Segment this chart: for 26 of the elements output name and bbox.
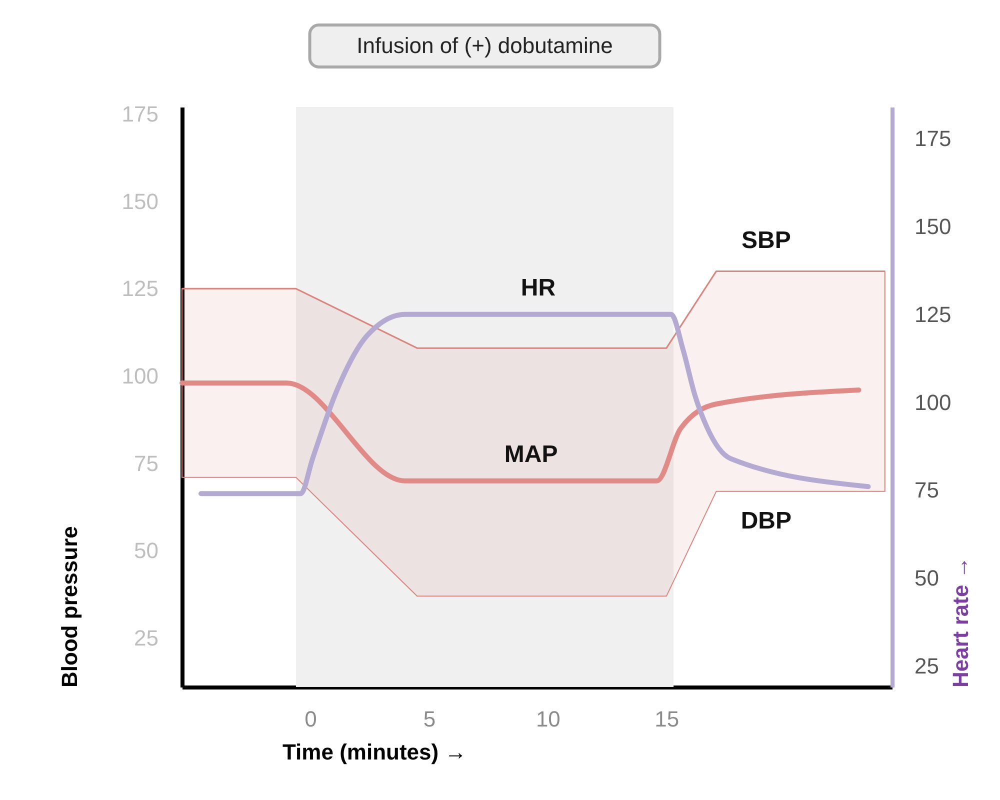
y-tick-label: 50 bbox=[134, 538, 158, 564]
series-label: MAP bbox=[504, 440, 558, 468]
x-tick-label: 5 bbox=[423, 706, 436, 732]
x-tick-label: 0 bbox=[304, 706, 317, 732]
y-tick-label: 100 bbox=[122, 364, 158, 389]
series-label: HR bbox=[520, 274, 556, 302]
y2-tick-label: 125 bbox=[914, 302, 952, 327]
y2-axis-title: Heart rate → bbox=[948, 556, 974, 688]
y-tick-label: 175 bbox=[122, 101, 158, 126]
x-tick-label: 15 bbox=[654, 706, 680, 732]
y-tick-label: 25 bbox=[134, 626, 158, 651]
y2-tick-label: 25 bbox=[914, 653, 939, 678]
band-label: Infusion of (+) dobutamine bbox=[356, 33, 613, 58]
annotation: SBP bbox=[741, 227, 791, 254]
y2-tick-label: 100 bbox=[914, 390, 952, 415]
y-axis-title: Blood pressure bbox=[56, 526, 82, 688]
y-tick-label: 150 bbox=[122, 188, 158, 214]
y2-tick-label: 50 bbox=[914, 566, 939, 591]
y2-tick-label: 150 bbox=[914, 214, 952, 240]
annotation: DBP bbox=[740, 507, 792, 534]
y2-tick-label: 175 bbox=[914, 126, 952, 152]
y-tick-label: 125 bbox=[122, 276, 158, 302]
y2-tick-label: 75 bbox=[914, 478, 939, 503]
x-axis-title: Time (minutes) → bbox=[282, 740, 467, 764]
y-tick-label: 75 bbox=[134, 450, 158, 476]
x-tick-label: 10 bbox=[536, 706, 560, 732]
